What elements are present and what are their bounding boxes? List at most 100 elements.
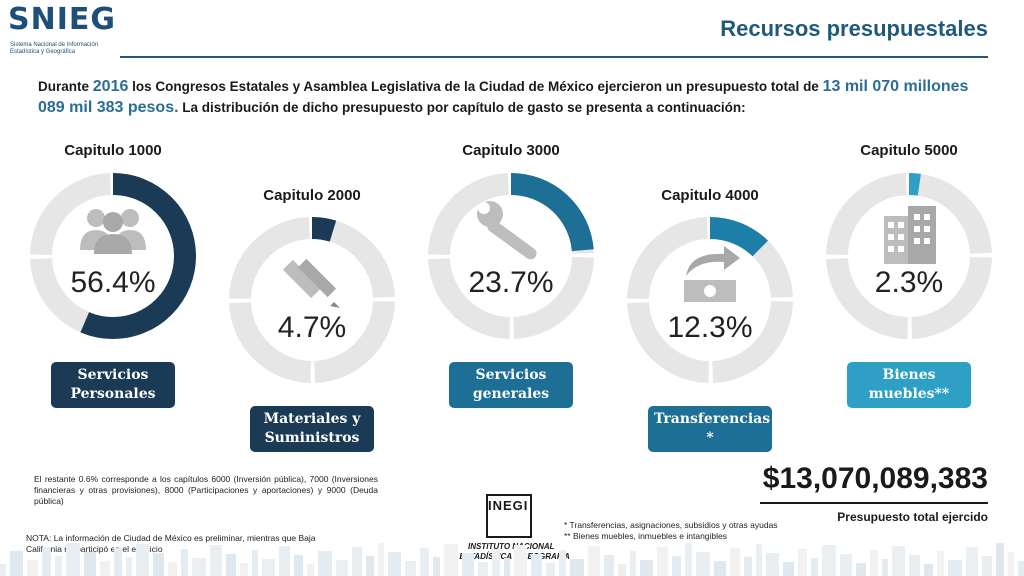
decorative-bar bbox=[10, 551, 23, 576]
money-transfer-icon bbox=[680, 246, 744, 311]
decorative-bar bbox=[405, 561, 416, 576]
decorative-bar bbox=[226, 554, 236, 576]
decorative-bar bbox=[856, 563, 866, 576]
decorative-bar bbox=[811, 558, 818, 576]
decorative-bar bbox=[685, 543, 692, 576]
decorative-bar bbox=[546, 563, 555, 576]
decorative-bar bbox=[982, 556, 992, 576]
decorative-bar bbox=[279, 546, 290, 576]
decorative-bar-pattern bbox=[0, 543, 1024, 576]
chapter-label-3000: Capitulo 3000 bbox=[462, 142, 560, 159]
decorative-bar bbox=[892, 546, 905, 576]
decorative-bar bbox=[100, 561, 110, 576]
wrench-icon bbox=[474, 198, 548, 269]
percent-label-4000: 12.3% bbox=[667, 311, 753, 344]
building-icon bbox=[882, 206, 938, 269]
decorative-bar bbox=[42, 547, 51, 576]
donut-track-segment bbox=[29, 173, 196, 340]
inegi-logo-line1: INSTITUTO NACIONAL bbox=[468, 542, 555, 551]
decorative-bar bbox=[570, 559, 584, 576]
chapter-label-2000: Capitulo 2000 bbox=[263, 187, 361, 204]
decorative-bar bbox=[366, 556, 374, 576]
people-icon bbox=[78, 204, 148, 259]
decorative-bar bbox=[882, 559, 888, 576]
donut-track-segment bbox=[627, 217, 793, 383]
decorative-bar bbox=[744, 557, 752, 576]
decorative-bar bbox=[336, 560, 348, 576]
donut-track-segment bbox=[229, 216, 395, 383]
decorative-bar bbox=[240, 563, 248, 576]
inegi-logo-line2: DE ESTADÍSTICA Y GEOGRAFÍA bbox=[446, 552, 570, 561]
donut-track-segment bbox=[229, 217, 395, 383]
decorative-bar bbox=[27, 560, 38, 576]
inegi-logo-word: INEGI bbox=[488, 498, 529, 513]
donut-value-arc bbox=[627, 217, 793, 383]
category-badge-bienes-muebles: Bienes muebles** bbox=[847, 362, 971, 408]
decorative-bar bbox=[588, 546, 600, 576]
donut-value-arc bbox=[30, 173, 196, 339]
decorative-bar bbox=[1008, 552, 1014, 576]
decorative-bar bbox=[478, 562, 488, 576]
intro-amount: 13 mil 070 millones 089 mil 383 pesos. bbox=[38, 78, 969, 116]
decorative-bar bbox=[318, 551, 332, 576]
decorative-bar bbox=[181, 549, 188, 576]
decorative-bar bbox=[657, 547, 668, 576]
donut-track-segment bbox=[228, 217, 395, 383]
snieg-logo-subtitle: Sistema Nacional de Información Estadíst… bbox=[10, 42, 99, 55]
inegi-logo: INEGI INSTITUTO NACIONAL DE ESTADÍSTICA … bbox=[446, 494, 586, 564]
decorative-bar bbox=[730, 548, 740, 576]
decorative-bar bbox=[756, 544, 762, 576]
decorative-bar bbox=[504, 558, 510, 576]
decorative-bar bbox=[672, 556, 681, 576]
decorative-bar bbox=[252, 550, 258, 576]
decorative-bar bbox=[168, 562, 177, 576]
decorative-bar bbox=[210, 545, 222, 576]
donut-track-segment bbox=[627, 217, 793, 383]
intro-paragraph: Durante 2016 los Congresos Estatales y A… bbox=[38, 76, 990, 118]
footnote-transferencias: * Transferencias, asignaciones, subsidio… bbox=[564, 520, 778, 530]
decorative-bar bbox=[492, 549, 500, 576]
donut-value-arc bbox=[428, 173, 594, 339]
category-badge-servicios-generales: Servicios generales bbox=[449, 362, 573, 408]
snieg-logo-word: SNIEG bbox=[8, 2, 116, 37]
footnotes: * Transferencias, asignaciones, subsidio… bbox=[564, 520, 778, 542]
snieg-logo: SNIEG Sistema Nacional de Información Es… bbox=[8, 2, 138, 56]
footnote-bienes: ** Bienes muebles, inmuebles e intangibl… bbox=[564, 531, 728, 541]
percent-label-5000: 2.3% bbox=[874, 266, 944, 299]
page-title: Recursos presupuestales bbox=[720, 16, 988, 41]
decorative-bar bbox=[996, 543, 1004, 576]
decorative-bar bbox=[948, 560, 962, 576]
decorative-bar bbox=[294, 555, 303, 576]
chapter-label-4000: Capitulo 4000 bbox=[661, 187, 759, 204]
decorative-bar bbox=[352, 547, 362, 576]
inegi-logo-frame bbox=[486, 494, 532, 538]
percent-label-1000: 56.4% bbox=[70, 266, 156, 299]
decorative-bar bbox=[766, 553, 779, 576]
decorative-bar bbox=[307, 564, 314, 576]
decorative-bar bbox=[433, 557, 440, 576]
donut-value-arc bbox=[826, 173, 992, 339]
category-badge-servicios-personales: Servicios Personales bbox=[51, 362, 175, 408]
decorative-bar bbox=[840, 554, 852, 576]
chapter-label-5000: Capitulo 5000 bbox=[860, 142, 958, 159]
decorative-bar bbox=[559, 550, 566, 576]
remaining-note: El restante 0.6% corresponde a los capít… bbox=[34, 474, 378, 506]
decorative-bar bbox=[444, 544, 458, 576]
category-badge-transferencias: Transferencias * bbox=[648, 406, 772, 452]
decorative-bar bbox=[378, 543, 384, 576]
donut-track-segment bbox=[627, 217, 793, 383]
category-badge-materiales: Materiales y Suministros bbox=[250, 406, 374, 452]
decorative-bar bbox=[822, 545, 836, 576]
decorative-bar bbox=[0, 564, 6, 576]
title-divider bbox=[120, 56, 988, 58]
percent-label-2000: 4.7% bbox=[277, 311, 347, 344]
intro-text-3: La distribución de dicho presupuesto por… bbox=[178, 100, 746, 115]
decorative-bar bbox=[192, 558, 206, 576]
decorative-bar bbox=[55, 556, 62, 576]
decorative-bar bbox=[420, 548, 429, 576]
preliminary-note: NOTA: La información de Ciudad de México… bbox=[26, 533, 316, 554]
decorative-bar bbox=[924, 564, 933, 576]
decorative-bar bbox=[640, 560, 653, 576]
decorative-bar bbox=[388, 552, 401, 576]
